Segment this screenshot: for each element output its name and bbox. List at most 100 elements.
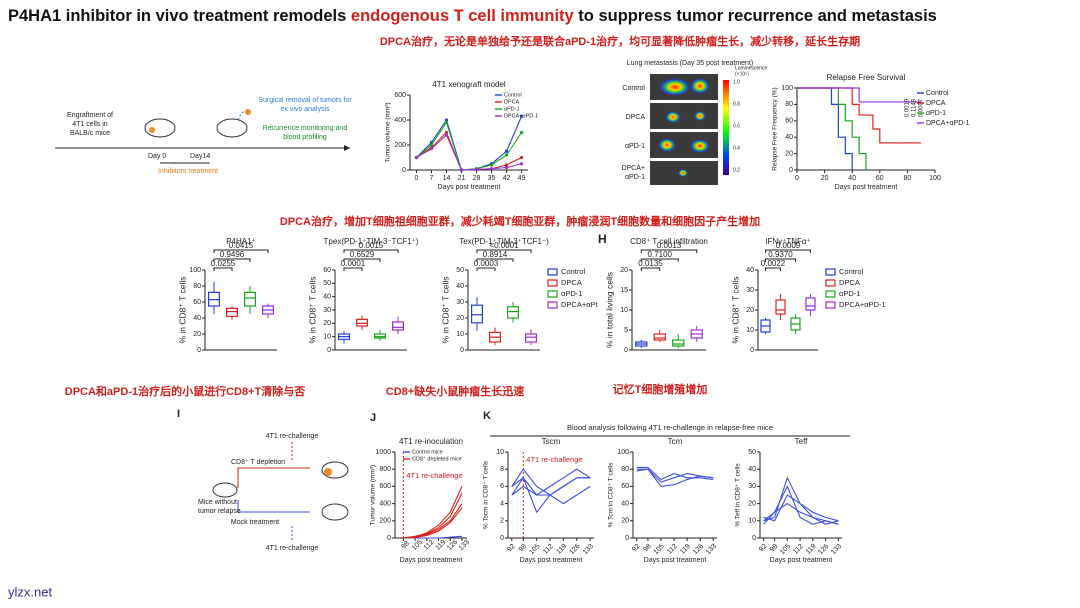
tumor-icon bbox=[149, 127, 155, 133]
y-tick-label: 800 bbox=[379, 466, 391, 473]
series-line bbox=[763, 502, 839, 525]
schematic-i: I 4T1 re-challenge CD8⁺ T depletion Mice… bbox=[177, 408, 349, 552]
lung-panel: Lung metastasis (Day 35 post treatment) … bbox=[621, 60, 767, 185]
point bbox=[504, 149, 509, 153]
caption: CD8+缺失小鼠肿瘤生长迅速 bbox=[386, 384, 524, 398]
legend-label: αPD-1 bbox=[926, 110, 946, 117]
y-tick-label: 0 bbox=[500, 535, 504, 542]
y-tick-label: 40 bbox=[456, 283, 464, 290]
y-tick-label: 40 bbox=[785, 134, 793, 141]
legend-label: DPCA bbox=[561, 278, 582, 287]
y-tick-label: 0 bbox=[752, 535, 756, 542]
y-axis-label: % in total living cells bbox=[604, 272, 614, 348]
x-tick-label: 14 bbox=[443, 175, 451, 182]
box bbox=[226, 307, 239, 317]
text: Day 0 bbox=[148, 153, 166, 160]
panel-title: Lung metastasis (Day 35 post treatment) bbox=[627, 60, 753, 67]
p-value: 0.0019 bbox=[905, 98, 911, 117]
bracket bbox=[476, 267, 496, 271]
caption: DPCA和aPD-1治疗后的小鼠进行CD8+T清除与否 bbox=[65, 384, 306, 398]
box bbox=[672, 339, 685, 347]
chart-survival: Relapse Free Survival020406080100Relapse… bbox=[772, 73, 970, 191]
y-tick-label: 0 bbox=[789, 167, 793, 174]
legend-label: DPCA bbox=[504, 99, 520, 105]
lung-signal bbox=[659, 78, 691, 96]
p-value: 0.9370 bbox=[768, 250, 793, 259]
p-value: 0.0003 bbox=[474, 259, 499, 268]
y-tick-label: 40 bbox=[746, 267, 754, 274]
legend-label: αPD-1 bbox=[561, 289, 582, 298]
row-label: Control bbox=[622, 85, 645, 92]
x-axis-label: Days post treatment bbox=[644, 557, 707, 564]
colorbar-tick: 0.2 bbox=[733, 167, 740, 173]
x-tick-label: 0 bbox=[414, 175, 418, 182]
y-tick-label: 60 bbox=[621, 483, 629, 490]
text: Engraftment of bbox=[67, 112, 113, 119]
point bbox=[444, 120, 449, 125]
bracket bbox=[765, 267, 781, 271]
p-value: 0.0015 bbox=[359, 241, 384, 250]
x-tick-label: 49 bbox=[518, 175, 526, 182]
caption: 记忆T细胞增殖增加 bbox=[613, 382, 708, 396]
box bbox=[775, 299, 786, 315]
lung-signal bbox=[658, 138, 676, 152]
y-axis-label: % in CD8⁺ T cells bbox=[440, 277, 450, 344]
x-tick-label: 21 bbox=[458, 175, 466, 182]
bracket bbox=[476, 249, 532, 253]
point bbox=[519, 162, 524, 166]
chart-title: IFNγ⁺TNFα⁺ bbox=[765, 237, 811, 246]
lung-image bbox=[650, 103, 718, 129]
y-axis-label: % Teff in CD8⁺ T cells bbox=[735, 463, 742, 527]
y-tick-label: 600 bbox=[379, 483, 391, 490]
bracket bbox=[343, 267, 363, 271]
bracket bbox=[640, 267, 661, 271]
text: blood profiling bbox=[283, 134, 327, 141]
title-end: to suppress tumor recurrence and metasta… bbox=[574, 7, 937, 25]
panel-label: H bbox=[598, 232, 607, 246]
bracket bbox=[213, 249, 269, 253]
arrow bbox=[237, 500, 310, 513]
legend-label: αPD-1 bbox=[839, 289, 860, 298]
y-tick-label: 20 bbox=[323, 320, 331, 327]
y-tick-label: 30 bbox=[746, 287, 754, 294]
legend-swatch bbox=[547, 279, 558, 287]
p-value: 0.9496 bbox=[220, 250, 245, 259]
legend-label: CD8⁺ depleted mice bbox=[412, 455, 462, 462]
y-tick-label: 400 bbox=[379, 500, 391, 507]
arrow bbox=[237, 111, 247, 121]
text: BALB/c mice bbox=[70, 130, 110, 137]
y-tick-label: 50 bbox=[456, 267, 464, 274]
y-tick-label: 40 bbox=[621, 500, 629, 507]
chart-title: 4T1 xenograft model bbox=[432, 80, 506, 89]
colorbar bbox=[723, 80, 729, 175]
row-label: αPD-1 bbox=[625, 174, 645, 181]
chart-tex: Tex(PD-1⁺TIM-3⁺TCF1⁻) 0 10 20 30 40 50 % in CD8… bbox=[440, 237, 598, 354]
y-tick-label: 6 bbox=[500, 483, 504, 490]
y-axis-label: Tumor volume (mm³) bbox=[385, 102, 392, 162]
survival-curve bbox=[797, 87, 853, 170]
chart-cd8: CD8⁺ T cell infiltration 0 5 10 15 20 % in tot… bbox=[604, 237, 708, 354]
lung-signal bbox=[690, 139, 710, 153]
bracket bbox=[476, 258, 514, 262]
y-tick-label: 0 bbox=[402, 167, 406, 174]
series-line bbox=[636, 466, 714, 481]
point bbox=[444, 130, 449, 135]
y-axis-label: % Tscm in CD8⁺ T cells bbox=[483, 460, 490, 529]
text: 4T1 re-challenge bbox=[266, 545, 319, 552]
mouse-icon bbox=[321, 503, 349, 521]
x-tick-label: 20 bbox=[821, 175, 829, 182]
legend-label: DPCA+αPD-1 bbox=[839, 300, 886, 309]
colorbar-tick: 1.0 bbox=[733, 79, 740, 85]
y-tick-label: 30 bbox=[456, 299, 464, 306]
x-tick-label: 42 bbox=[503, 175, 511, 182]
y-tick-label: 0 bbox=[460, 347, 464, 354]
chart-title: CD8⁺ T cell infiltration bbox=[630, 237, 708, 246]
y-tick-label: 40 bbox=[193, 315, 201, 322]
x-tick-label: 98 bbox=[401, 540, 412, 551]
p-value: 0.0255 bbox=[211, 259, 236, 268]
y-tick-label: 20 bbox=[621, 518, 629, 525]
point bbox=[504, 153, 509, 157]
legend-label: Control bbox=[926, 90, 949, 97]
